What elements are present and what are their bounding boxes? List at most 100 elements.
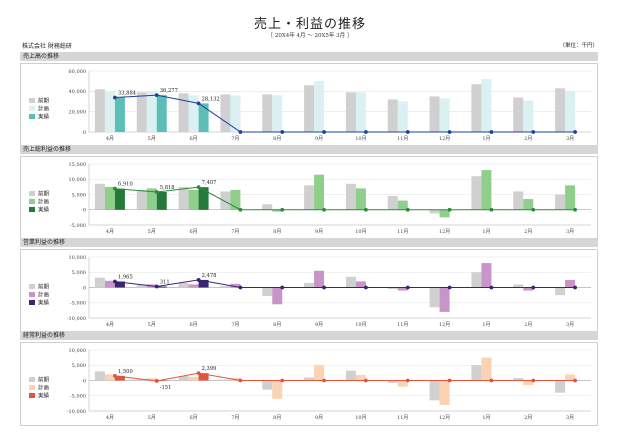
x-tick-label: 11月 [397, 415, 408, 421]
bar [355, 375, 366, 381]
actual-line [114, 279, 576, 288]
bar [146, 188, 157, 210]
x-tick-label: 10月 [355, 322, 366, 328]
bar [513, 191, 524, 210]
bar [523, 380, 534, 386]
x-tick-label: 5月 [148, 229, 156, 235]
line-point [364, 207, 368, 212]
line-point [322, 207, 326, 212]
x-tick-label: 8月 [273, 322, 281, 328]
bar [523, 100, 534, 132]
bar [513, 284, 524, 288]
bar [136, 92, 147, 132]
legend-swatch [29, 106, 35, 111]
section-title: 売上総利益の推移 [20, 145, 598, 154]
y-tick-label: -10,000 [67, 409, 86, 415]
line-point [405, 378, 410, 383]
bar [387, 196, 398, 210]
bar [565, 279, 576, 288]
bar [345, 370, 356, 381]
line-point [280, 378, 285, 383]
bar [314, 365, 325, 381]
line-point [196, 278, 201, 282]
bar [523, 199, 534, 210]
line-point [364, 378, 368, 383]
y-tick-label: 0 [83, 208, 86, 214]
bar [565, 91, 576, 132]
x-tick-label: 7月 [231, 136, 239, 142]
bar [523, 287, 534, 291]
bar [355, 188, 366, 210]
y-tick-label: 15,000 [69, 162, 87, 168]
legend-swatch [29, 284, 35, 289]
x-tick-label: 5月 [148, 136, 156, 142]
line-point [364, 130, 368, 134]
section-title: 営業利益の推移 [20, 238, 598, 247]
bar [429, 209, 440, 214]
chart-panel: 0 20,000 40,000 60,000 33,884 36,277 28,132 4月 5… [20, 63, 598, 147]
bar [114, 188, 125, 210]
x-tick-label: 10月 [355, 229, 366, 235]
x-tick-label: 3月 [566, 415, 574, 421]
x-tick-label: 1月 [482, 229, 490, 235]
section-gross-profit: 売上総利益の推移 -5,000 0 5,000 10,000 15,000 6,910 5,… [20, 145, 598, 240]
legend-swatch [29, 393, 35, 398]
bar [230, 95, 241, 132]
x-tick-label: 2月 [524, 136, 532, 142]
bar [220, 94, 231, 132]
x-tick-label: 5月 [148, 415, 156, 421]
line-point [531, 378, 536, 383]
x-tick-label: 9月 [315, 322, 323, 328]
x-tick-label: 1月 [482, 415, 490, 421]
y-tick-label: -10,000 [67, 316, 86, 322]
report-period: ［ 20X4年 4月 ～ 20X5年 3月 ］ [267, 33, 353, 39]
x-tick-label: 2月 [524, 322, 532, 328]
bar [481, 79, 492, 132]
bar [188, 284, 199, 288]
y-tick-label: 40,000 [69, 89, 87, 95]
legend-swatch [29, 292, 35, 297]
bar [471, 176, 482, 210]
bar [439, 380, 450, 405]
bar [304, 377, 315, 381]
line-point [405, 207, 410, 212]
bar [481, 170, 492, 210]
x-tick-label: 9月 [315, 415, 323, 421]
gross-profit-chart: -5,000 0 5,000 10,000 15,000 6,910 5,818 7,407 4… [29, 162, 591, 235]
line-point [196, 371, 201, 376]
chart-panel: -10,000 -5,000 0 5,000 10,000 1,500 -151 2,399 4… [20, 342, 598, 426]
bar [513, 97, 524, 132]
bar [94, 89, 105, 132]
legend-label: 前期 [38, 97, 50, 105]
line-point [447, 130, 452, 134]
x-tick-label: 11月 [397, 322, 408, 328]
line-point [322, 130, 326, 134]
line-point [531, 285, 536, 290]
section-sales: 売上高の推移 0 20,000 40,000 60,000 33,884 36,277 28… [20, 52, 598, 147]
line-point [238, 378, 243, 383]
bar [481, 357, 492, 381]
bar [471, 365, 482, 381]
bar [355, 92, 366, 132]
bar [114, 281, 125, 288]
bar [262, 204, 273, 210]
y-tick-label: 0 [83, 285, 86, 291]
x-tick-label: 1月 [482, 322, 490, 328]
bar [304, 282, 315, 288]
legend-label: 実績 [38, 299, 50, 307]
bar [146, 378, 157, 381]
bar [178, 282, 189, 288]
line-point [573, 378, 577, 383]
line-point [405, 130, 410, 134]
bar [481, 263, 492, 288]
bar [104, 374, 115, 381]
y-tick-label: 60,000 [69, 69, 87, 75]
bar [262, 380, 273, 390]
data-label: 36,277 [160, 88, 178, 94]
bar [136, 285, 147, 288]
legend-label: 計画 [38, 384, 49, 392]
data-label: 5,818 [160, 185, 175, 191]
bar [397, 200, 408, 210]
legend-swatch [29, 191, 35, 196]
bar [387, 287, 398, 290]
